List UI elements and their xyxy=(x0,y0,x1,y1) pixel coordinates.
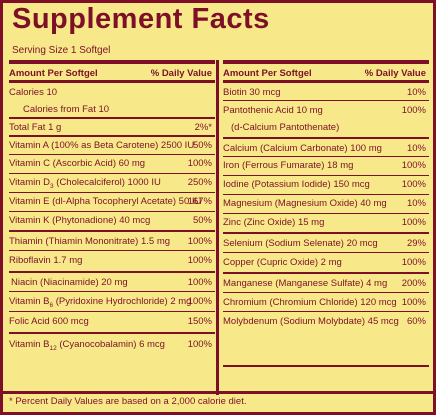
manganese-row: Manganese (Manganese Sulfate) 4 mg 200% xyxy=(223,274,429,293)
magnesium-row: Magnesium (Magnesium Oxide) 40 mg 10% xyxy=(223,195,429,214)
vitamin-e-row: Vitamin E (dl-Alpha Tocopheryl Acetate) … xyxy=(9,193,215,212)
thiamin-row: Thiamin (Thiamin Mononitrate) 1.5 mg 100… xyxy=(9,232,215,251)
magnesium-dv: 10% xyxy=(406,198,426,209)
molybdenum: Molybdenum (Sodium Molybdate) 45 mcg xyxy=(223,316,399,327)
vitamin-k-dv: 50% xyxy=(192,215,212,226)
vitamin-d-dv: 250% xyxy=(187,177,212,188)
pantothenic-source: (d-Calcium Pantothenate) xyxy=(231,122,340,133)
right-header-label: Amount Per Softgel xyxy=(223,68,312,79)
pantothenic-acid: Pantothenic Acid 10 mg xyxy=(223,105,323,116)
vitamin-c-row: Vitamin C (Ascorbic Acid) 60 mg 100% xyxy=(9,155,215,174)
calcium: Calcium (Calcium Carbonate) 100 mg xyxy=(223,143,382,154)
folic-acid: Folic Acid 600 mcg xyxy=(9,316,89,327)
copper-dv: 100% xyxy=(401,257,426,268)
manganese-dv: 200% xyxy=(401,278,426,289)
folic-acid-dv: 150% xyxy=(187,316,212,327)
chromium-dv: 100% xyxy=(401,297,426,308)
right-header-dv: % Daily Value xyxy=(364,68,426,79)
total-fat-row: Total Fat 1 g 2%* xyxy=(9,119,215,137)
bottom-rule xyxy=(0,391,436,394)
copper-row: Copper (Cupric Oxide) 2 mg 100% xyxy=(223,253,429,274)
chromium-row: Chromium (Chromium Chloride) 120 mcg 100… xyxy=(223,293,429,312)
magnesium: Magnesium (Magnesium Oxide) 40 mg xyxy=(223,198,387,209)
molybdenum-row: Molybdenum (Sodium Molybdate) 45 mcg 60% xyxy=(223,312,429,333)
riboflavin: Riboflavin 1.7 mg xyxy=(9,255,83,266)
vitamin-e: Vitamin E (dl-Alpha Tocopheryl Acetate) … xyxy=(9,196,202,207)
iodine: Iodine (Potassium Iodide) 150 mcg xyxy=(223,179,370,190)
iron-row: Iron (Ferrous Fumarate) 18 mg 100% xyxy=(223,157,429,176)
left-header-dv: % Daily Value xyxy=(150,68,212,79)
vitamin-e-dv: 167% xyxy=(187,196,212,207)
iodine-row: Iodine (Potassium Iodide) 150 mcg 100% xyxy=(223,176,429,195)
zinc-dv: 100% xyxy=(401,217,426,228)
pantothenic-row: Pantothenic Acid 10 mg (d-Calcium Pantot… xyxy=(223,101,429,139)
serving-size: Serving Size 1 Softgel xyxy=(12,45,111,56)
selenium-dv: 29% xyxy=(406,238,426,249)
vitamin-a: Vitamin A (100% as Beta Carotene) 2500 I… xyxy=(9,140,195,151)
iron: Iron (Ferrous Fumarate) 18 mg xyxy=(223,160,354,171)
right-header-row: Amount Per Softgel % Daily Value xyxy=(223,66,429,83)
left-header-row: Amount Per Softgel % Daily Value xyxy=(9,66,215,83)
left-column: Amount Per Softgel % Daily Value Calorie… xyxy=(9,60,215,395)
thiamin-dv: 100% xyxy=(187,236,212,247)
footnote: * Percent Daily Values are based on a 2,… xyxy=(9,396,247,407)
iodine-dv: 100% xyxy=(401,179,426,190)
column-divider xyxy=(216,60,219,395)
biotin: Biotin 30 mcg xyxy=(223,87,281,98)
calcium-row: Calcium (Calcium Carbonate) 100 mg 10% xyxy=(223,139,429,157)
vitamin-k-row: Vitamin K (Phytonadione) 40 mcg 50% xyxy=(9,212,215,232)
thiamin: Thiamin (Thiamin Mononitrate) 1.5 mg xyxy=(9,236,171,247)
manganese: Manganese (Manganese Sulfate) 4 mg xyxy=(223,278,388,289)
selenium: Selenium (Sodium Selenate) 20 mcg xyxy=(223,238,378,249)
folic-acid-row: Folic Acid 600 mcg 150% xyxy=(9,312,215,334)
vitamin-b12: Vitamin B12 (Cyanocobalamin) 6 mcg xyxy=(9,339,165,352)
copper: Copper (Cupric Oxide) 2 mg xyxy=(223,257,342,268)
calories-from-fat: Calories from Fat 10 xyxy=(23,104,110,115)
niacin-dv: 100% xyxy=(187,277,212,288)
selenium-row: Selenium (Sodium Selenate) 20 mcg 29% xyxy=(223,234,429,253)
zinc-row: Zinc (Zinc Oxide) 15 mg 100% xyxy=(223,214,429,234)
vitamin-b6-dv: 100% xyxy=(187,296,212,307)
total-fat-dv: 2%* xyxy=(194,122,212,133)
vitamin-a-row: Vitamin A (100% as Beta Carotene) 2500 I… xyxy=(9,137,215,155)
vitamin-c-dv: 100% xyxy=(187,158,212,169)
vitamin-c: Vitamin C (Ascorbic Acid) 60 mg xyxy=(9,158,146,169)
molybdenum-dv: 60% xyxy=(406,316,426,327)
calories-row: Calories 10 Calories from Fat 10 xyxy=(9,83,215,119)
chromium: Chromium (Chromium Chloride) 120 mcg xyxy=(223,297,397,308)
vitamin-b12-row: Vitamin B12 (Cyanocobalamin) 6 mcg 100% xyxy=(9,334,215,356)
niacin-row: Niacin (Niacinamide) 20 mg 100% xyxy=(9,273,215,292)
iron-dv: 100% xyxy=(401,160,426,171)
riboflavin-row: Riboflavin 1.7 mg 100% xyxy=(9,251,215,273)
right-column: Amount Per Softgel % Daily Value Biotin … xyxy=(223,60,429,367)
vitamin-b12-dv: 100% xyxy=(187,339,212,350)
panel-title: Supplement Facts xyxy=(12,3,270,35)
calcium-dv: 10% xyxy=(406,143,426,154)
vitamin-d: Vitamin D3 (Cholecalciferol) 1000 IU xyxy=(9,177,161,190)
biotin-row: Biotin 30 mcg 10% xyxy=(223,83,429,101)
niacin: Niacin (Niacinamide) 20 mg xyxy=(11,277,128,288)
vitamin-a-dv: 50% xyxy=(192,140,212,151)
left-header-label: Amount Per Softgel xyxy=(9,68,98,79)
pantothenic-dv: 100% xyxy=(401,105,426,116)
vitamin-d-row: Vitamin D3 (Cholecalciferol) 1000 IU 250… xyxy=(9,174,215,193)
zinc: Zinc (Zinc Oxide) 15 mg xyxy=(223,217,325,228)
total-fat: Total Fat 1 g xyxy=(9,122,62,133)
vitamin-k: Vitamin K (Phytonadione) 40 mcg xyxy=(9,215,151,226)
vitamin-b6-row: Vitamin B6 (Pyridoxine Hydrochloride) 2 … xyxy=(9,292,215,312)
calories: Calories 10 xyxy=(9,87,58,98)
vitamin-b6: Vitamin B6 (Pyridoxine Hydrochloride) 2 … xyxy=(9,296,192,309)
riboflavin-dv: 100% xyxy=(187,255,212,266)
biotin-dv: 10% xyxy=(406,87,426,98)
